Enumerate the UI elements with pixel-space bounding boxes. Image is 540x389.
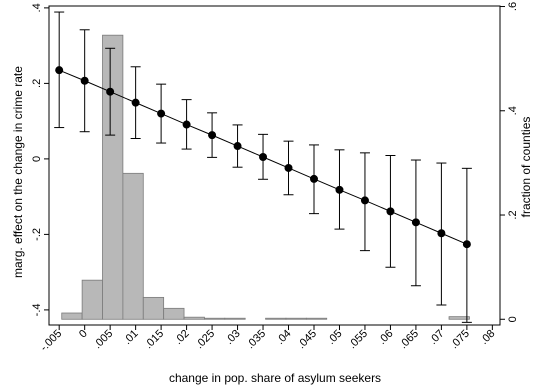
plot-area: -.005 0.005.01.015.02.025.03.035.04.045.0…	[31, 2, 519, 354]
effect-point	[131, 98, 140, 107]
histogram-bar	[265, 317, 287, 320]
y-right-tick-label: .2	[507, 210, 519, 219]
y-left-tick-label: .4	[31, 3, 43, 12]
y-axis-left-title: marg. effect on the change in crime rate	[11, 66, 25, 278]
effect-point	[80, 76, 89, 85]
x-tick-label: 0	[77, 328, 90, 341]
effect-point	[259, 153, 268, 162]
x-tick-label: .055	[346, 328, 370, 352]
y-left-tick-label: .2	[31, 79, 43, 88]
histogram-bar	[204, 317, 226, 320]
y-right-tick-label: .4	[507, 106, 519, 115]
x-tick-label: .065	[397, 328, 421, 352]
effect-point	[284, 163, 293, 172]
effect-point	[309, 174, 318, 183]
effect-point	[462, 240, 471, 249]
histogram-bar	[61, 312, 83, 320]
x-tick-label: .02	[172, 328, 191, 347]
histogram-bar	[122, 172, 144, 320]
effect-point	[360, 196, 369, 205]
effect-point	[106, 87, 115, 96]
effect-point	[386, 207, 395, 216]
effect-point	[437, 229, 446, 238]
x-tick-label: .05	[325, 328, 344, 347]
x-tick-label: -.005	[38, 328, 64, 354]
x-tick-label: .015	[143, 328, 167, 352]
histogram-bar	[448, 316, 470, 320]
x-tick-label: .035	[245, 328, 269, 352]
plot-frame	[48, 5, 501, 326]
x-tick-label: .005	[92, 328, 116, 352]
effect-point	[335, 185, 344, 194]
y-left-tick-label: -.4	[31, 303, 43, 316]
y-axis-right-title: fraction of counties	[519, 117, 533, 218]
y-right-tick-label: 0	[507, 316, 519, 322]
histogram-bar	[102, 34, 124, 320]
x-tick-label: .01	[121, 328, 140, 347]
x-tick-label: .06	[376, 328, 395, 347]
x-tick-label: .04	[274, 328, 293, 347]
y-right-tick-label: .6	[507, 2, 519, 11]
histogram-bar	[163, 307, 185, 320]
effect-point	[411, 218, 420, 227]
x-axis-title: change in pop. share of asylum seekers	[169, 371, 381, 385]
histogram-bar	[285, 317, 307, 320]
histogram-bar	[305, 317, 328, 320]
effect-point	[157, 109, 166, 118]
x-tick-label: .08	[478, 328, 497, 347]
y-left-tick-label: -.2	[31, 228, 43, 241]
y-left-tick-label: 0	[31, 156, 43, 162]
x-tick-label: .075	[448, 328, 472, 352]
x-tick-label: .025	[194, 328, 218, 352]
histogram-bar	[224, 317, 246, 320]
effect-point	[233, 142, 242, 151]
x-tick-label: .07	[427, 328, 446, 347]
x-tick-label: .045	[295, 328, 319, 352]
effect-point	[182, 120, 191, 129]
histogram-bar	[81, 279, 103, 320]
histogram-bar	[142, 296, 165, 320]
effect-point	[208, 131, 217, 140]
x-tick-label: .03	[223, 328, 242, 347]
histogram-bar	[183, 316, 205, 320]
effect-point	[55, 66, 64, 75]
